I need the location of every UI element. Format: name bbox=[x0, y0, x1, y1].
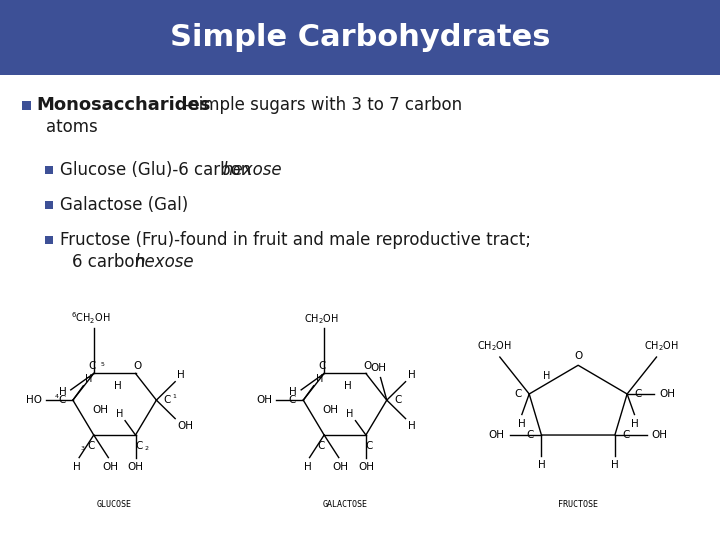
Text: $^6$CH$_2$OH: $^6$CH$_2$OH bbox=[71, 310, 110, 326]
Text: OH: OH bbox=[92, 406, 108, 415]
Text: CH$_2$OH: CH$_2$OH bbox=[644, 339, 679, 353]
Text: O: O bbox=[364, 361, 372, 372]
Text: C: C bbox=[289, 395, 296, 405]
Text: OH: OH bbox=[489, 430, 505, 440]
Text: HO: HO bbox=[25, 395, 42, 405]
Text: H: H bbox=[289, 387, 297, 397]
Text: OH: OH bbox=[102, 462, 119, 472]
Text: OH: OH bbox=[333, 462, 349, 472]
Text: CH$_2$OH: CH$_2$OH bbox=[304, 313, 338, 326]
Text: 6 carbon: 6 carbon bbox=[72, 253, 150, 271]
Text: 5: 5 bbox=[101, 362, 105, 367]
Text: H: H bbox=[114, 381, 122, 391]
Bar bbox=[22, 100, 31, 110]
Text: atoms: atoms bbox=[46, 118, 98, 136]
Text: C: C bbox=[622, 430, 629, 440]
Text: CH$_2$OH: CH$_2$OH bbox=[477, 339, 513, 353]
Text: O: O bbox=[574, 351, 582, 361]
Text: H: H bbox=[538, 460, 545, 470]
Bar bbox=[45, 166, 53, 174]
Text: 3: 3 bbox=[81, 446, 84, 451]
Text: Simple Carbohydrates: Simple Carbohydrates bbox=[170, 23, 550, 52]
Text: C: C bbox=[135, 441, 143, 451]
Text: H: H bbox=[344, 381, 352, 391]
Text: OH: OH bbox=[659, 389, 675, 399]
Text: H: H bbox=[408, 421, 415, 431]
Text: H: H bbox=[177, 369, 185, 380]
Text: -simple sugars with 3 to 7 carbon: -simple sugars with 3 to 7 carbon bbox=[184, 96, 462, 114]
Text: Galactose (Gal): Galactose (Gal) bbox=[60, 196, 188, 214]
Text: Glucose (Glu)-6 carbon: Glucose (Glu)-6 carbon bbox=[60, 161, 256, 179]
Text: 4: 4 bbox=[54, 394, 58, 399]
Text: C: C bbox=[88, 361, 95, 372]
Text: OH: OH bbox=[370, 363, 387, 374]
Text: OH: OH bbox=[358, 462, 374, 472]
Text: 1: 1 bbox=[172, 394, 176, 399]
Text: GALACTOSE: GALACTOSE bbox=[323, 500, 367, 509]
Text: C: C bbox=[634, 389, 642, 399]
Text: OH: OH bbox=[652, 430, 667, 440]
Text: H: H bbox=[304, 462, 311, 472]
Text: C: C bbox=[318, 441, 325, 451]
Text: H: H bbox=[611, 460, 618, 470]
Bar bbox=[0, 0, 720, 75]
Text: C: C bbox=[163, 395, 171, 405]
Text: H: H bbox=[116, 409, 123, 419]
Text: H: H bbox=[518, 418, 526, 429]
Text: O: O bbox=[133, 361, 142, 372]
Text: C: C bbox=[87, 441, 94, 451]
Text: H: H bbox=[346, 409, 354, 419]
Text: hexose: hexose bbox=[134, 253, 194, 271]
Text: Monosaccharides: Monosaccharides bbox=[36, 96, 210, 114]
Text: 2: 2 bbox=[145, 446, 149, 451]
Text: H: H bbox=[408, 369, 415, 380]
Bar bbox=[45, 201, 53, 209]
Text: C: C bbox=[515, 389, 522, 399]
Text: C: C bbox=[394, 395, 402, 405]
Bar bbox=[45, 236, 53, 244]
Text: FRUCTOSE: FRUCTOSE bbox=[558, 500, 598, 509]
Text: OH: OH bbox=[323, 406, 338, 415]
Text: C: C bbox=[58, 395, 66, 405]
Text: C: C bbox=[365, 441, 373, 451]
Text: hexose: hexose bbox=[222, 161, 282, 179]
Text: H: H bbox=[86, 374, 93, 384]
Text: OH: OH bbox=[256, 395, 272, 405]
Text: H: H bbox=[543, 370, 550, 381]
Text: H: H bbox=[59, 387, 66, 397]
Text: C: C bbox=[318, 361, 325, 372]
Text: C: C bbox=[527, 430, 534, 440]
Text: OH: OH bbox=[127, 462, 143, 472]
Text: OH: OH bbox=[177, 421, 193, 431]
Text: Fructose (Fru)-found in fruit and male reproductive tract;: Fructose (Fru)-found in fruit and male r… bbox=[60, 231, 531, 249]
Text: GLUCOSE: GLUCOSE bbox=[97, 500, 132, 509]
Text: H: H bbox=[631, 418, 639, 429]
Text: H: H bbox=[316, 374, 323, 384]
Text: H: H bbox=[73, 462, 81, 472]
